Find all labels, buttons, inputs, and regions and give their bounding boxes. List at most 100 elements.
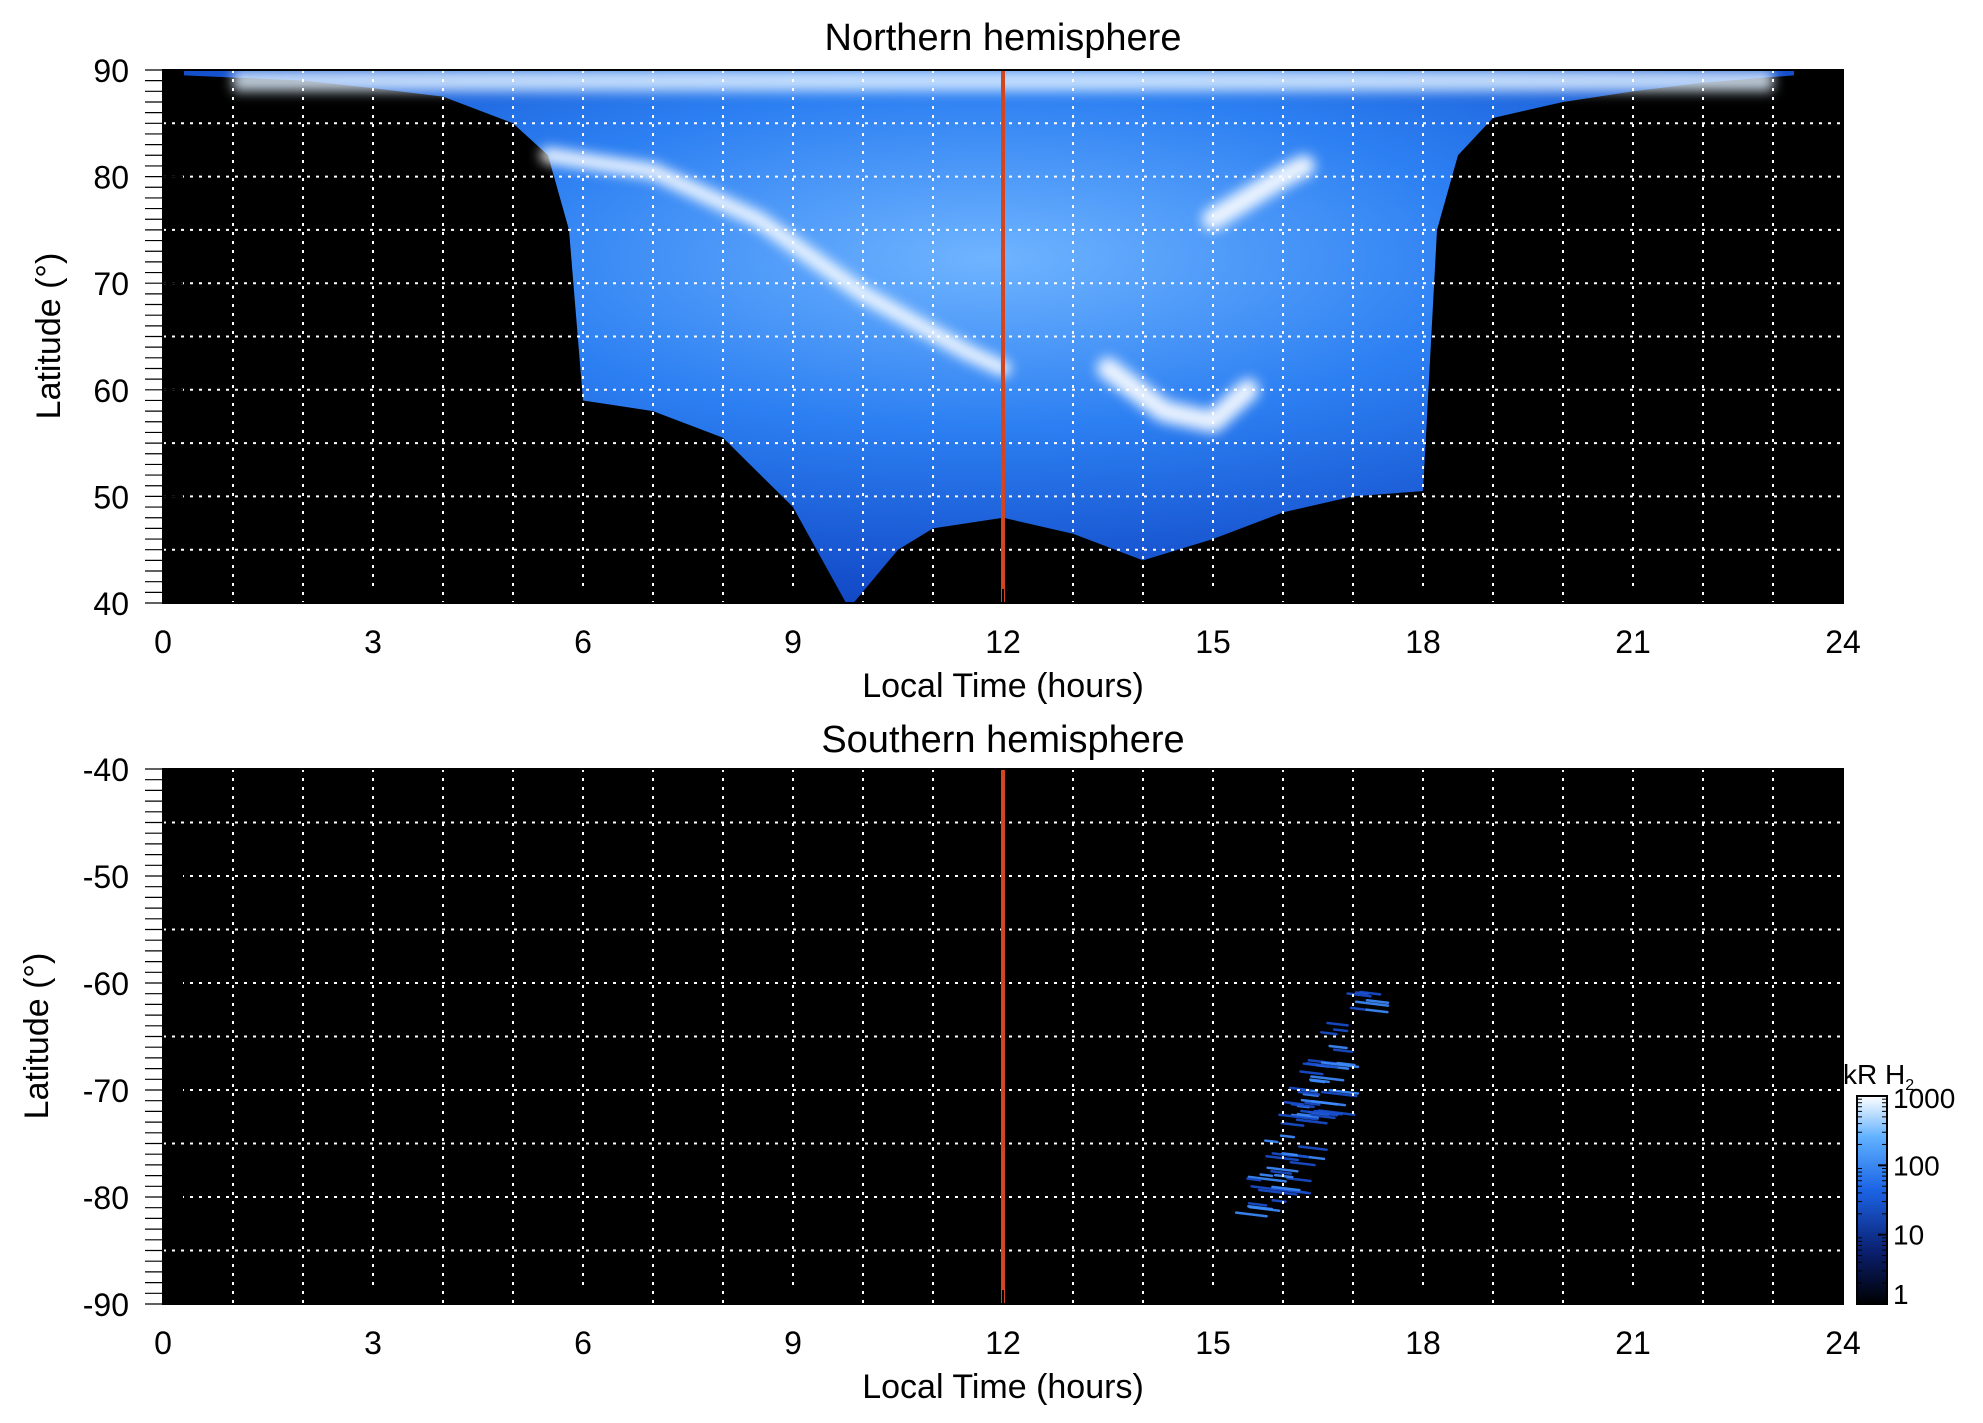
southern-emission-streak	[1310, 1113, 1336, 1120]
northern-x-tick-label-4: 12	[985, 624, 1021, 660]
southern-emission-streak	[1247, 1204, 1274, 1211]
southern-x-tick-label-1: 3	[364, 1325, 382, 1361]
southern-emission-streak	[1283, 1100, 1305, 1106]
southern-emission-streak	[1300, 1098, 1339, 1106]
southern-emission-streak	[1298, 1145, 1328, 1152]
southern-title: Southern hemisphere	[821, 719, 1184, 761]
northern-x-tick-label-1: 3	[364, 624, 382, 660]
southern-emission-streak	[1246, 1177, 1262, 1182]
northern-x-tick-label-6: 18	[1405, 624, 1441, 660]
colorbar: kR H2 1 10 100 1000	[1843, 1059, 1955, 1310]
northern-x-tick-label-7: 21	[1615, 624, 1651, 660]
southern-emission-streak	[1320, 1090, 1358, 1098]
southern-y-tick-label-2: -60	[83, 966, 129, 1002]
colorbar-tick-label-0: 1	[1893, 1279, 1909, 1310]
northern-title: Northern hemisphere	[825, 17, 1182, 59]
southern-emission-streak	[1320, 1061, 1360, 1069]
southern-y-tick-label-1: -50	[83, 859, 129, 895]
southern-emission-streak	[1279, 1134, 1296, 1139]
southern-x-tick-label-0: 0	[154, 1325, 172, 1361]
southern-emission-streak	[1286, 1177, 1312, 1183]
northern-x-axis-label: Local Time (hours)	[862, 667, 1144, 705]
colorbar-title-main: kR H	[1843, 1059, 1905, 1090]
colorbar-tick-label-3: 1000	[1893, 1083, 1955, 1114]
southern-emission-streak	[1266, 1166, 1299, 1173]
southern-emission-streak	[1349, 1006, 1366, 1011]
northern-y-ticks: 40 50 60 70 80 90	[93, 53, 183, 622]
northern-x-ticks: 0 3 6 9 12 15 18 21 24	[154, 589, 1861, 660]
northern-x-tick-label-8: 24	[1825, 624, 1861, 660]
southern-emission-streak	[1296, 1112, 1312, 1117]
northern-x-tick-label-5: 15	[1195, 624, 1231, 660]
southern-emission-streak	[1317, 1109, 1356, 1116]
southern-x-tick-label-5: 15	[1195, 1325, 1231, 1361]
southern-emission-streak	[1320, 1031, 1338, 1036]
southern-emission-streak	[1302, 1092, 1319, 1097]
southern-emission-streak	[1299, 1070, 1324, 1076]
northern-y-axis-label: Latitude (°)	[30, 253, 68, 420]
southern-emission-streak	[1365, 998, 1390, 1004]
southern-emission-streak	[1364, 1008, 1389, 1014]
northern-y-tick-label-2: 60	[93, 373, 129, 409]
southern-y-tick-label-0: -40	[83, 752, 129, 788]
southern-emission-streak	[1290, 1113, 1319, 1120]
southern-x-tick-label-8: 24	[1825, 1325, 1861, 1361]
northern-y-tick-label-1: 50	[93, 479, 129, 515]
colorbar-ticks: 1 10 100 1000	[1857, 1083, 1955, 1310]
southern-emission-streak	[1234, 1211, 1268, 1218]
southern-emission-streak	[1332, 1028, 1349, 1033]
southern-emission-streak	[1297, 1090, 1321, 1096]
northern-y-tick-label-5: 90	[93, 53, 129, 89]
southern-y-ticks: -40 -50 -60 -70 -80 -90	[83, 752, 183, 1323]
southern-y-tick-label-5: -90	[83, 1287, 129, 1323]
southern-emission-streak	[1309, 1079, 1326, 1084]
southern-emission-streak	[1270, 1170, 1293, 1175]
southern-emission-streak	[1328, 1044, 1348, 1050]
southern-emission-streak	[1306, 1062, 1338, 1069]
northern-x-tick-label-0: 0	[154, 624, 172, 660]
southern-x-tick-label-4: 12	[985, 1325, 1021, 1361]
colorbar-tick-label-2: 100	[1893, 1150, 1940, 1181]
southern-emission-streak	[1290, 1103, 1315, 1109]
southern-emission-streak	[1326, 1021, 1349, 1027]
southern-y-tick-label-3: -70	[83, 1073, 129, 1109]
northern-coverage-region	[184, 70, 1794, 603]
southern-y-minor-ticks	[145, 768, 163, 1305]
southern-x-axis-label: Local Time (hours)	[862, 1368, 1144, 1406]
southern-emission-streak	[1271, 1185, 1301, 1192]
southern-emission-streak	[1247, 1202, 1268, 1207]
southern-panel: Southern hemisphere 0 3 6 9 12 15 18 21 24 -40 -5…	[18, 719, 1861, 1406]
southern-x-tick-label-6: 18	[1405, 1325, 1441, 1361]
southern-emission-streak	[1354, 1000, 1390, 1007]
southern-emission-streak	[1336, 1061, 1356, 1067]
colorbar-gradient	[1856, 1095, 1888, 1305]
southern-y-axis-label: Latitude (°)	[18, 953, 56, 1120]
southern-x-tick-label-2: 6	[574, 1325, 592, 1361]
southern-emission-streak	[1295, 1118, 1328, 1125]
southern-emission-streak	[1281, 1152, 1298, 1157]
southern-emission-streak	[1278, 1113, 1319, 1121]
northern-y-tick-label-0: 40	[93, 586, 129, 622]
northern-y-tick-label-4: 80	[93, 160, 129, 196]
southern-y-tick-label-4: -80	[83, 1180, 129, 1216]
southern-emission-streak	[1280, 1121, 1305, 1127]
northern-emission-arc-1	[1202, 154, 1315, 231]
colorbar-title-subscript: 2	[1905, 1077, 1914, 1094]
southern-emission-streak	[1263, 1139, 1279, 1144]
northern-emission-arc-0	[540, 147, 1011, 377]
southern-emission-streak	[1332, 1048, 1354, 1054]
southern-emission-streak	[1304, 1101, 1321, 1106]
southern-emission-streak	[1300, 1109, 1339, 1117]
southern-x-tick-label-3: 9	[784, 1325, 802, 1361]
southern-emission-streak	[1310, 1075, 1345, 1082]
southern-emission-streak	[1359, 990, 1382, 996]
southern-emission-streak	[1270, 1187, 1308, 1194]
northern-y-minor-ticks	[145, 69, 163, 604]
southern-emission-streak	[1289, 1160, 1316, 1167]
northern-x-tick-label-2: 6	[574, 624, 592, 660]
colorbar-tick-label-1: 10	[1893, 1220, 1924, 1251]
northern-x-tick-label-3: 9	[784, 624, 802, 660]
southern-emission-streak	[1247, 1175, 1287, 1183]
southern-x-tick-label-7: 21	[1615, 1325, 1651, 1361]
